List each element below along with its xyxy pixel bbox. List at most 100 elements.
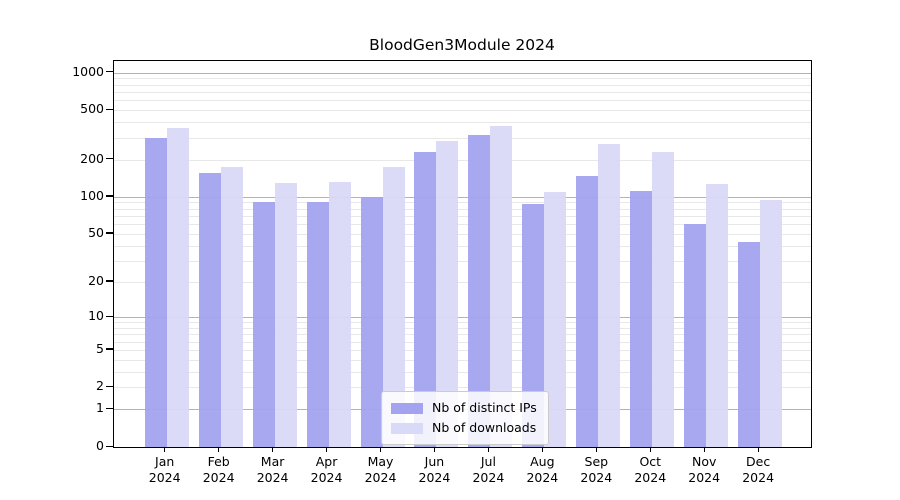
gridline-minor bbox=[114, 387, 811, 389]
x-tick-label-year: 2024 bbox=[526, 470, 559, 485]
y-tick-mark bbox=[106, 108, 113, 110]
bar-nb-of-downloads bbox=[706, 184, 729, 447]
bar-nb-of-distinct-ips bbox=[630, 191, 653, 447]
y-tick-mark bbox=[106, 315, 113, 317]
y-tick-mark bbox=[106, 280, 113, 282]
gridline-minor bbox=[114, 349, 811, 351]
x-tick-mark bbox=[487, 446, 490, 452]
x-tick-label-year: 2024 bbox=[310, 470, 343, 485]
bar-nb-of-distinct-ips bbox=[144, 137, 167, 447]
plot-area: Nb of distinct IPs Nb of downloads bbox=[113, 60, 812, 448]
bar-nb-of-distinct-ips bbox=[684, 224, 707, 447]
x-tick-label-month: Mar bbox=[260, 454, 285, 469]
x-tick-label-year: 2024 bbox=[256, 470, 289, 485]
x-tick-mark bbox=[164, 446, 166, 452]
x-tick-label-month: Jun bbox=[424, 454, 445, 469]
y-tick-label: 2 bbox=[96, 378, 104, 394]
x-tick-label-year: 2024 bbox=[418, 470, 451, 485]
x-tick-label-month: Feb bbox=[207, 454, 230, 469]
gridline-minor bbox=[114, 215, 811, 217]
gridline-minor bbox=[114, 371, 811, 373]
gridline-minor bbox=[114, 327, 811, 329]
x-tick-label-month: Jul bbox=[480, 454, 496, 469]
gridline-minor bbox=[114, 202, 811, 204]
x-tick-mark bbox=[433, 446, 436, 452]
gridline-minor bbox=[114, 224, 811, 226]
gridline-minor bbox=[114, 260, 811, 262]
gridline-minor bbox=[114, 137, 811, 139]
gridline-minor bbox=[114, 91, 811, 93]
x-tick-mark bbox=[595, 446, 598, 452]
bar-nb-of-distinct-ips bbox=[738, 241, 761, 447]
bar-nb-of-downloads bbox=[166, 127, 189, 447]
y-tick-label: 5 bbox=[96, 340, 104, 356]
gridline-minor bbox=[114, 281, 811, 283]
bar-nb-of-distinct-ips bbox=[252, 202, 275, 447]
legend-label-downloads: Nb of downloads bbox=[432, 420, 537, 435]
gridline-minor bbox=[114, 322, 811, 324]
bar-nb-of-downloads bbox=[328, 181, 351, 447]
bar-nb-of-distinct-ips bbox=[306, 202, 329, 447]
gridline-minor bbox=[114, 110, 811, 112]
x-tick-mark bbox=[703, 446, 705, 452]
chart-title: BloodGen3Module 2024 bbox=[369, 36, 555, 54]
x-tick-label-month: Sep bbox=[584, 454, 609, 469]
gridline-minor bbox=[114, 208, 811, 210]
bar-nb-of-distinct-ips bbox=[522, 203, 545, 447]
bar-nb-of-distinct-ips bbox=[576, 176, 599, 447]
y-tick-mark bbox=[106, 407, 113, 410]
y-tick-label: 10 bbox=[88, 308, 104, 324]
x-tick-label-year: 2024 bbox=[472, 470, 505, 485]
y-tick-label: 0 bbox=[96, 438, 104, 453]
x-tick-mark bbox=[541, 446, 544, 452]
gridline-minor bbox=[114, 245, 811, 247]
legend-label-distinct-ips: Nb of distinct IPs bbox=[432, 400, 537, 415]
x-tick-mark bbox=[272, 446, 274, 452]
x-tick-mark bbox=[326, 446, 328, 452]
x-tick-label-month: Jan bbox=[155, 454, 175, 469]
gridline-minor bbox=[114, 78, 811, 80]
bar-nb-of-distinct-ips bbox=[360, 196, 383, 447]
y-tick-label: 50 bbox=[88, 224, 104, 240]
y-tick-label: 200 bbox=[80, 150, 104, 166]
x-tick-label-month: Nov bbox=[691, 454, 717, 469]
legend-row-downloads: Nb of downloads bbox=[391, 418, 541, 438]
x-tick-mark bbox=[649, 446, 652, 452]
x-tick-mark bbox=[757, 446, 759, 452]
legend-swatch-downloads bbox=[391, 422, 423, 434]
x-tick-label-month: Aug bbox=[530, 454, 555, 469]
x-tick-label-year: 2024 bbox=[634, 470, 667, 485]
gridline-minor bbox=[114, 84, 811, 86]
x-tick-label-month: Apr bbox=[315, 454, 338, 469]
x-tick-label-year: 2024 bbox=[148, 470, 181, 485]
bar-nb-of-downloads bbox=[652, 152, 675, 447]
x-tick-label-year: 2024 bbox=[202, 470, 235, 485]
y-tick-mark bbox=[106, 232, 113, 234]
gridline-minor bbox=[114, 159, 811, 161]
x-tick-mark bbox=[380, 446, 382, 452]
y-tick-mark bbox=[106, 71, 113, 73]
legend-row-distinct-ips: Nb of distinct IPs bbox=[391, 398, 541, 418]
bar-nb-of-downloads bbox=[436, 140, 459, 447]
x-tick-label-year: 2024 bbox=[688, 470, 721, 485]
gridline-minor bbox=[114, 341, 811, 343]
bar-nb-of-distinct-ips bbox=[468, 135, 491, 447]
gridline-minor bbox=[114, 100, 811, 102]
gridline-minor bbox=[114, 334, 811, 336]
gridline-minor bbox=[114, 359, 811, 361]
y-tick-mark bbox=[106, 385, 113, 388]
bar-nb-of-distinct-ips bbox=[414, 152, 437, 447]
y-tick-label: 500 bbox=[80, 101, 104, 117]
y-tick-label: 100 bbox=[80, 187, 104, 203]
bar-nb-of-downloads bbox=[490, 125, 513, 447]
y-tick-mark bbox=[106, 348, 113, 350]
legend: Nb of distinct IPs Nb of downloads bbox=[381, 391, 549, 445]
y-tick-mark bbox=[106, 195, 113, 197]
gridline-minor bbox=[114, 122, 811, 124]
y-tick-mark bbox=[106, 445, 113, 447]
y-tick-label: 1000 bbox=[72, 63, 104, 79]
y-tick-mark bbox=[106, 158, 113, 160]
x-tick-label-year: 2024 bbox=[364, 470, 397, 485]
bar-nb-of-downloads bbox=[274, 183, 297, 447]
